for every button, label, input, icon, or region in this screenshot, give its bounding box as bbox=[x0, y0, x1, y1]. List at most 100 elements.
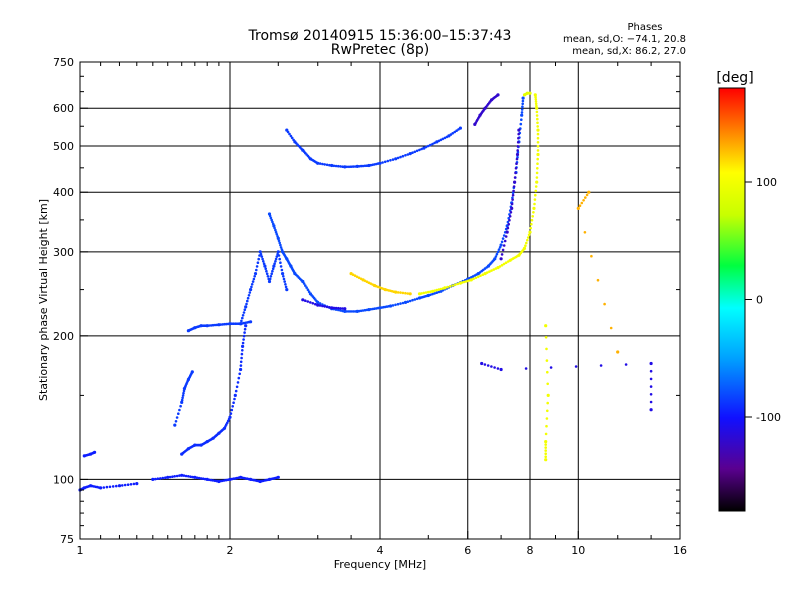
data-point bbox=[510, 202, 514, 206]
data-point bbox=[524, 367, 528, 370]
data-point bbox=[187, 475, 190, 478]
data-point bbox=[426, 293, 430, 298]
data-point bbox=[649, 361, 653, 366]
data-point bbox=[391, 158, 395, 161]
data-point bbox=[490, 365, 493, 368]
data-point bbox=[544, 452, 547, 456]
data-point bbox=[435, 291, 439, 295]
data-point bbox=[239, 364, 243, 367]
data-point bbox=[189, 475, 192, 479]
data-point bbox=[413, 298, 417, 301]
data-point bbox=[274, 230, 278, 234]
data-point bbox=[181, 394, 185, 397]
data-point bbox=[108, 485, 112, 489]
colorbar bbox=[718, 87, 746, 512]
data-point bbox=[544, 458, 548, 462]
data-point bbox=[506, 220, 510, 224]
data-point bbox=[507, 222, 511, 226]
data-point bbox=[234, 389, 238, 393]
data-point bbox=[304, 299, 307, 303]
data-point bbox=[437, 288, 441, 291]
data-point bbox=[318, 302, 322, 305]
data-point bbox=[415, 149, 419, 153]
data-point bbox=[280, 268, 284, 272]
data-point bbox=[534, 102, 538, 106]
data-point bbox=[345, 310, 349, 313]
data-point bbox=[265, 269, 268, 273]
data-point bbox=[321, 162, 324, 166]
data-point bbox=[288, 132, 291, 136]
data-point bbox=[624, 363, 628, 366]
data-point bbox=[219, 323, 222, 326]
data-point bbox=[545, 417, 549, 420]
data-point bbox=[498, 265, 502, 268]
data-point bbox=[304, 284, 307, 287]
data-point bbox=[429, 293, 432, 297]
data-point bbox=[233, 393, 237, 397]
data-point bbox=[512, 189, 515, 193]
data-point bbox=[516, 141, 520, 144]
data-point bbox=[472, 277, 475, 281]
data-point bbox=[207, 324, 211, 327]
data-point bbox=[277, 254, 281, 257]
data-point bbox=[490, 269, 493, 272]
data-point bbox=[649, 377, 653, 381]
data-point bbox=[485, 271, 489, 274]
data-point bbox=[249, 288, 253, 292]
data-point bbox=[441, 137, 445, 141]
data-point bbox=[531, 215, 534, 218]
data-point bbox=[349, 165, 353, 168]
data-point bbox=[244, 324, 248, 328]
data-point bbox=[270, 272, 274, 276]
data-point bbox=[228, 415, 232, 419]
data-point bbox=[115, 484, 118, 488]
data-point bbox=[230, 408, 234, 412]
data-point bbox=[306, 288, 310, 292]
data-point bbox=[534, 193, 537, 197]
stats-line-o: mean, sd,O: −74.1, 20.8 bbox=[563, 34, 686, 45]
data-point bbox=[316, 300, 320, 304]
data-point bbox=[268, 277, 272, 281]
data-point bbox=[190, 370, 194, 374]
data-point bbox=[268, 214, 272, 218]
data-point bbox=[512, 185, 516, 188]
data-point bbox=[383, 160, 387, 164]
data-point bbox=[549, 366, 553, 369]
data-point bbox=[453, 130, 457, 134]
data-point bbox=[533, 198, 537, 201]
data-point bbox=[240, 352, 244, 356]
data-point bbox=[515, 152, 520, 157]
data-point bbox=[545, 359, 549, 362]
x-tick-label: 2 bbox=[227, 544, 234, 557]
data-point bbox=[247, 294, 251, 297]
data-point bbox=[269, 275, 273, 278]
colorbar-ticks: 100 0 -100 bbox=[745, 176, 781, 424]
data-point bbox=[536, 157, 539, 161]
data-point bbox=[536, 128, 540, 132]
data-point bbox=[262, 262, 266, 266]
data-point bbox=[159, 477, 162, 480]
data-point bbox=[161, 476, 165, 480]
data-point bbox=[451, 284, 455, 287]
data-point bbox=[495, 252, 499, 256]
data-point bbox=[248, 291, 252, 294]
data-point bbox=[343, 309, 347, 313]
data-point bbox=[265, 272, 269, 276]
data-point bbox=[154, 477, 157, 481]
data-point bbox=[195, 476, 199, 480]
data-point bbox=[168, 475, 172, 479]
data-point bbox=[544, 440, 548, 444]
data-point bbox=[443, 136, 447, 140]
data-point bbox=[272, 224, 276, 228]
y-tick-label: 750 bbox=[53, 56, 74, 69]
data-point bbox=[126, 483, 130, 487]
data-point bbox=[211, 479, 215, 482]
data-point bbox=[500, 263, 504, 267]
data-point bbox=[337, 306, 340, 310]
data-point bbox=[274, 228, 277, 232]
data-point bbox=[318, 162, 322, 165]
data-point bbox=[404, 154, 407, 157]
data-point bbox=[171, 475, 174, 479]
data-point bbox=[507, 216, 511, 220]
data-point bbox=[546, 370, 549, 374]
